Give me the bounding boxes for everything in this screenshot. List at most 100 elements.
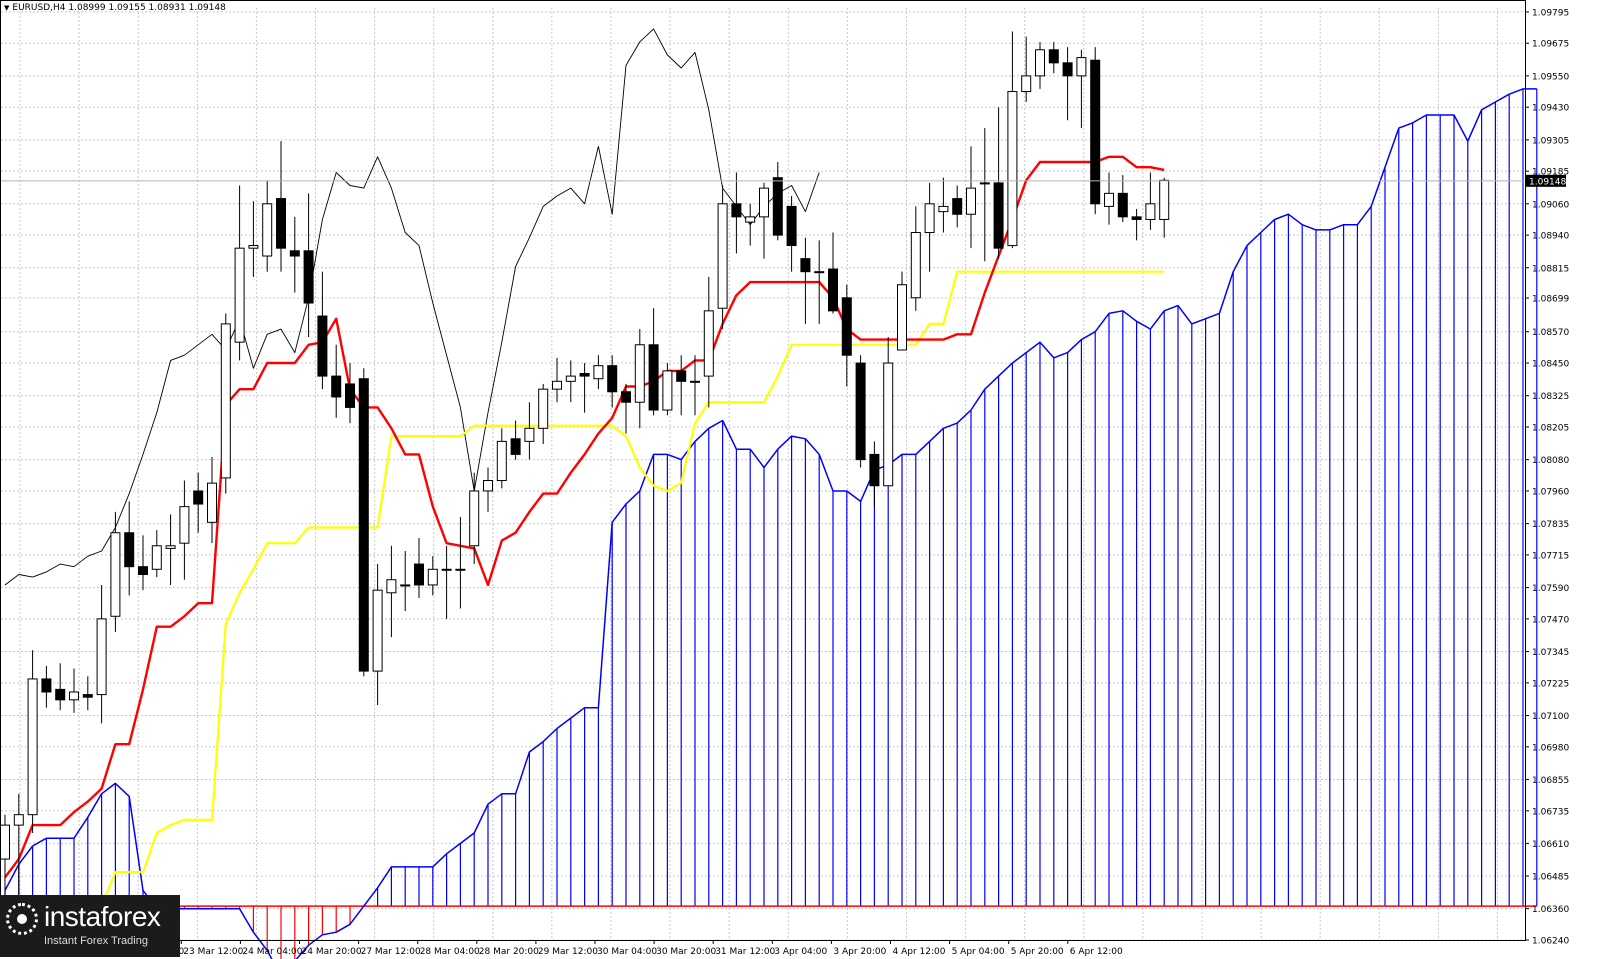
tenkan-sen-line [4,155,1165,879]
candle-bull [455,568,466,571]
candle-bull [1145,203,1156,220]
candle-bull [151,545,162,570]
y-tick-label: 1.08699 [1532,295,1569,305]
y-tick-label: 1.06980 [1532,743,1569,753]
candle-bear [952,198,963,215]
candle-bear [579,372,590,377]
y-tick-label: 1.09675 [1532,40,1569,50]
x-tick-label: 31 Mar 12:00 [715,947,775,957]
x-tick-label: 30 Mar 04:00 [597,947,657,957]
candle-bear [138,566,148,576]
candle-bear [1048,49,1059,64]
candle-bull [262,203,273,257]
candles [0,31,1170,930]
y-tick-label: 1.07100 [1532,712,1569,722]
y-tick-label: 1.09795 [1532,8,1569,18]
candle-bull [1035,49,1045,77]
kijun-sen-line [5,270,1165,908]
x-tick-label: 23 Mar 12:00 [183,947,243,957]
y-tick-label: 1.06240 [1532,937,1569,947]
y-tick-label: 1.07345 [1532,648,1569,658]
candle-bull [745,216,756,223]
x-tick-label: 29 Mar 12:00 [538,947,598,957]
candle-bear [289,250,300,257]
candle-bull [662,370,673,411]
logo-brand: instaforex [44,901,161,932]
candle-bear [331,375,342,398]
candle-bull [524,427,535,442]
candle-bear [731,203,742,218]
candle-bull [69,691,79,701]
candle-bear [345,383,355,408]
candle-bull [966,187,976,215]
y-tick-label: 1.08450 [1532,360,1569,370]
candle-bull [1076,57,1087,77]
candle-bear [993,182,1004,249]
candle-bull [483,480,493,492]
watermark-logo: instaforex Instant Forex Trading [0,895,180,957]
ichimoku-cloud [4,88,1538,959]
candle-bull [234,247,245,343]
y-tick-label: 1.09060 [1532,200,1569,210]
candle-bull [0,824,10,860]
candle-bull [1159,179,1170,220]
candle-bear [1131,216,1142,220]
axes: 1.09795 1.09675 1.09550 1.09430 1.09305 1.091… [0,0,1569,957]
indicator-lines [4,28,1537,959]
ohlc-values: 1.08999 1.09155 1.08931 1.09148 [68,3,226,13]
candle-bear [828,268,838,312]
x-tick-label: 27 Mar 12:00 [361,947,421,957]
last-price-label: 1.09148 [1529,177,1566,187]
y-tick-label: 1.08205 [1532,424,1569,434]
symbol-label: EURUSD,H4 [12,3,66,13]
candle-bear [82,694,93,698]
candle-bull [179,506,190,544]
candle-bear [1090,59,1101,205]
candle-bear [772,177,783,236]
candle-bull [400,584,411,587]
chikou-span-line [4,28,820,586]
candle-bull [538,388,549,429]
candle-bear [55,688,66,701]
candle-bull [110,532,121,617]
dropdown-triangle-icon[interactable]: ▼ [4,4,10,12]
senkou-span-b-line [4,902,1537,910]
candle-bull [248,245,259,249]
y-tick-label: 1.08570 [1532,328,1569,338]
candle-bear [303,250,314,304]
y-tick-label: 1.08080 [1532,456,1569,466]
candle-bear [1062,62,1073,77]
grid-lines [1,8,1525,941]
candle-bear [317,315,328,377]
x-tick-label: 24 Mar 20:00 [302,947,362,957]
candle-bear [607,365,618,393]
y-tick-label: 1.09430 [1532,104,1569,114]
x-tick-label: 28 Mar 20:00 [479,947,539,957]
x-tick-label: 5 Apr 20:00 [1011,947,1064,957]
candle-bull [565,375,576,382]
candle-bull [13,814,24,826]
y-tick-label: 1.08325 [1532,392,1569,402]
candle-bear [786,205,797,247]
y-tick-label: 1.07835 [1532,520,1569,530]
last-price-tag [1526,174,1566,187]
candle-bull [372,589,383,672]
x-tick-label: 30 Mar 20:00 [656,947,716,957]
candle-bear [855,362,866,461]
candle-bull [27,678,38,816]
y-tick-label: 1.07590 [1532,584,1569,594]
candle-bear [358,378,369,672]
x-tick-label: 28 Mar 04:00 [420,947,480,957]
candle-bear [869,453,880,487]
candle-bull [717,203,728,309]
candle-bull [1104,192,1114,207]
candle-bear [276,198,286,249]
candle-bull [979,182,990,185]
y-tick-label: 1.09185 [1532,168,1569,178]
candle-bear [621,391,631,403]
x-tick-label: 5 Apr 04:00 [952,947,1005,957]
candle-bull [814,271,825,274]
candle-bull [593,365,604,380]
logo-wheel-icon [6,903,38,935]
